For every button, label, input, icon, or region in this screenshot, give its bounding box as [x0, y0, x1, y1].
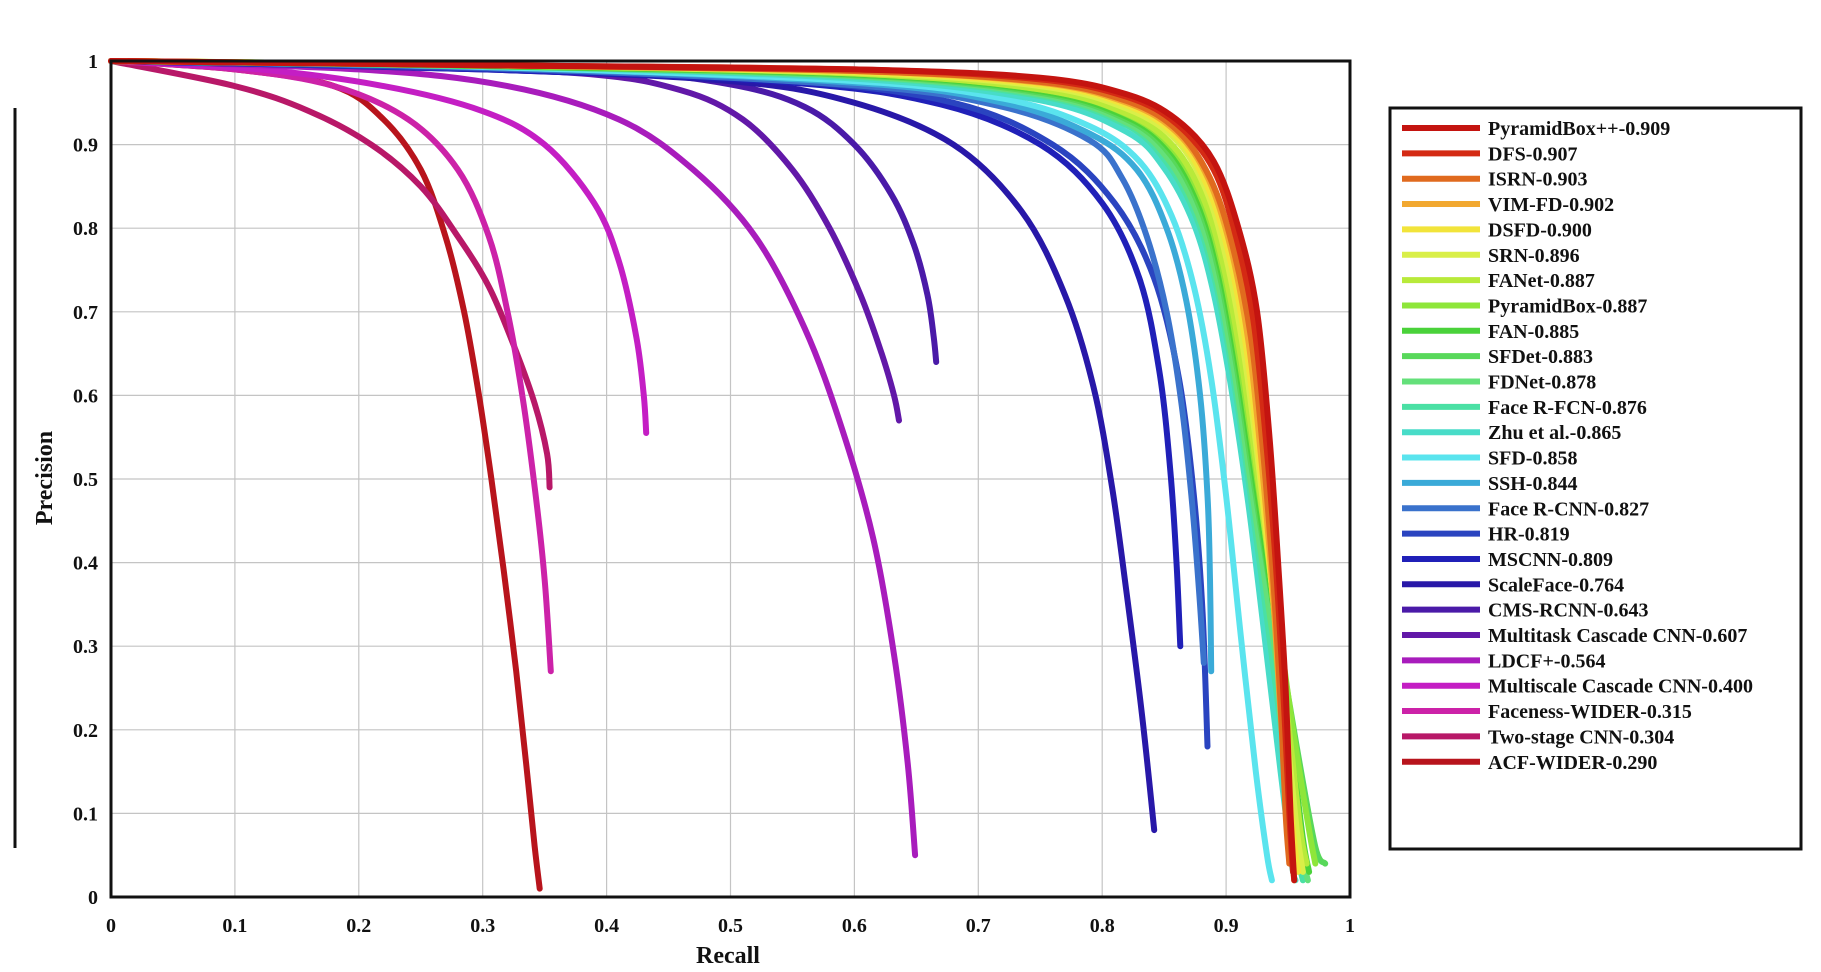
legend-label-fan-0-885: FAN-0.885: [1488, 321, 1579, 343]
x-tick-label: 0.9: [1214, 915, 1239, 937]
legend-label-sfdet-0-883: SFDet-0.883: [1488, 346, 1593, 368]
legend-label-vim-fd-0-902: VIM-FD-0.902: [1488, 194, 1614, 216]
y-tick-labels: 0 0.1 0.2 0.3 0.4 0.5 0.6 0.7 0.8 0.9 1: [73, 51, 98, 909]
y-tick-label: 0.1: [73, 803, 98, 825]
x-tick-label: 0.1: [222, 915, 247, 937]
y-tick-label: 0.7: [73, 302, 98, 324]
y-tick-label: 0.2: [73, 720, 98, 742]
y-axis-title: Precision: [32, 431, 58, 525]
plot-frame: [109, 59, 1352, 899]
legend-label-two-stage-cnn-0-304: Two-stage CNN-0.304: [1488, 726, 1674, 748]
x-axis-title: Recall: [696, 943, 760, 969]
legend-label-face-r-fcn-0-876: Face R-FCN-0.876: [1488, 397, 1647, 419]
y-tick-label: 0: [88, 887, 98, 909]
legend-label-hr-0-819: HR-0.819: [1488, 524, 1570, 546]
x-tick-labels: 0 0.1 0.2 0.3 0.4 0.5 0.6 0.7 0.8 0.9 1: [106, 915, 1355, 937]
legend-label-multiscale-cascade-cnn-0-400: Multiscale Cascade CNN-0.400: [1488, 676, 1753, 698]
series-line-faceness-wider-0-315: [108, 58, 554, 675]
x-tick-label: 0: [106, 915, 116, 937]
series-line-pyramidbox-0-909: [108, 58, 1298, 884]
legend-label-sfd-0-858: SFD-0.858: [1488, 448, 1577, 470]
legend-label-fdnet-0-878: FDNet-0.878: [1488, 372, 1596, 394]
x-tick-label: 0.6: [842, 915, 867, 937]
y-tick-label: 0.5: [73, 469, 98, 491]
y-tick-label: 0.4: [73, 553, 98, 575]
legend-label-scaleface-0-764: ScaleFace-0.764: [1488, 574, 1624, 596]
y-tick-label: 0.6: [73, 385, 98, 407]
series-line-multiscale-cascade-cnn-0-400: [108, 58, 650, 436]
series-group: [108, 58, 1329, 892]
y-tick-label: 1: [88, 51, 98, 73]
legend-label-dfs-0-907: DFS-0.907: [1488, 143, 1577, 165]
legend-label-zhu-et-al-0-865: Zhu et al.-0.865: [1488, 422, 1621, 444]
x-tick-label: 0.8: [1090, 915, 1115, 937]
legend-label-isrn-0-903: ISRN-0.903: [1488, 169, 1587, 191]
series-line-two-stage-cnn-0-304: [108, 58, 553, 491]
legend-label-faceness-wider-0-315: Faceness-WIDER-0.315: [1488, 701, 1692, 723]
x-tick-label: 1: [1345, 915, 1355, 937]
y-tick-label: 0.8: [73, 218, 98, 240]
legend-label-cms-rcnn-0-643: CMS-RCNN-0.643: [1488, 600, 1649, 622]
legend-label-pyramidbox-0-887: PyramidBox-0.887: [1488, 295, 1647, 317]
legend-label-mscnn-0-809: MSCNN-0.809: [1488, 549, 1613, 571]
x-tick-label: 0.2: [346, 915, 371, 937]
x-tick-label: 0.3: [470, 915, 495, 937]
legend-label-face-r-cnn-0-827: Face R-CNN-0.827: [1488, 498, 1649, 520]
legend-label-srn-0-896: SRN-0.896: [1488, 245, 1580, 267]
legend-label-ssh-0-844: SSH-0.844: [1488, 473, 1577, 495]
legend-label-dsfd-0-900: DSFD-0.900: [1488, 219, 1592, 241]
y-tick-label: 0.3: [73, 636, 98, 658]
legend-label-pyramidbox-0-909: PyramidBox++-0.909: [1488, 118, 1670, 140]
legend-label-fanet-0-887: FANet-0.887: [1488, 270, 1595, 292]
series-line-ldcf-0-564: [108, 58, 919, 859]
x-tick-label: 0.5: [718, 915, 743, 937]
x-tick-label: 0.7: [966, 915, 991, 937]
legend-label-multitask-cascade-cnn-0-607: Multitask Cascade CNN-0.607: [1488, 625, 1747, 647]
legend-label-ldcf-0-564: LDCF+-0.564: [1488, 650, 1606, 672]
x-tick-label: 0.4: [594, 915, 619, 937]
legend: PyramidBox++-0.909 DFS-0.907 ISRN-0.903 VIM…: [1388, 106, 1803, 851]
y-tick-label: 0.9: [73, 135, 98, 157]
legend-label-acf-wider-0-290: ACF-WIDER-0.290: [1488, 752, 1657, 774]
